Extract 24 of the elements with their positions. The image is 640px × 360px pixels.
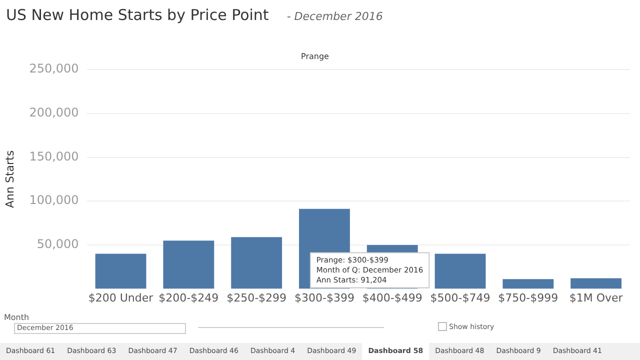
x-tick-label: $200-$249 <box>158 291 219 304</box>
bar <box>434 254 486 289</box>
bar <box>502 279 554 289</box>
y-tick-label: 100,000 <box>29 193 79 208</box>
text: Month <box>4 313 30 322</box>
y-tick-label: 250,000 <box>29 62 79 76</box>
x-tick-label: $1M Over <box>569 291 624 304</box>
chart-subtitle: - December 2016 <box>286 10 383 23</box>
bar <box>570 278 622 289</box>
x-tick-label: $250-$299 <box>226 291 287 304</box>
y-tick-label: 50,000 <box>36 237 79 252</box>
x-tick-label: $300-$399 <box>294 291 354 304</box>
x-tick-label: $200 Under <box>88 291 154 304</box>
bar <box>231 237 282 289</box>
y-tick-label: 200,000 <box>29 106 79 120</box>
y-tick-label: 150,000 <box>29 149 79 164</box>
x-tick-label: $400-$499 <box>362 291 422 304</box>
bar <box>163 240 214 289</box>
chart-title: US New Home Starts by Price Point <box>6 6 269 24</box>
x-axis-title: Prange <box>301 52 330 61</box>
x-tick-label: $750-$999 <box>498 291 558 304</box>
x-tick-label: $500-$749 <box>430 291 490 304</box>
y-axis-title: Ann Starts <box>3 150 16 208</box>
bar <box>95 254 146 289</box>
